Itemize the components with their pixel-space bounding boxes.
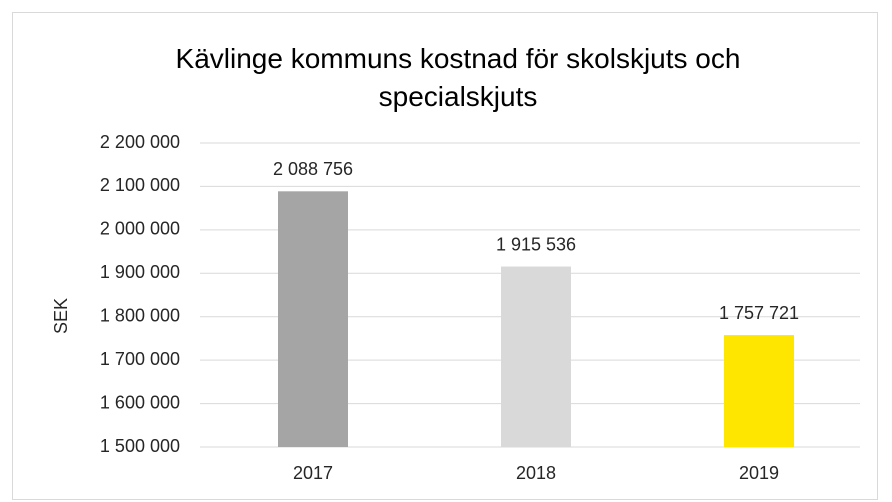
x-tick-label: 2019 (739, 463, 779, 483)
y-tick-label: 1 700 000 (100, 349, 180, 369)
chart-frame (12, 12, 878, 500)
data-label: 2 088 756 (273, 159, 353, 179)
x-tick-label: 2017 (293, 463, 333, 483)
x-tick-label: 2018 (516, 463, 556, 483)
chart-title: Kävlinge kommuns kostnad för skolskjuts … (175, 43, 741, 112)
y-tick-label: 2 200 000 (100, 132, 180, 152)
y-tick-label: 1 500 000 (100, 436, 180, 456)
data-label: 1 915 536 (496, 234, 576, 254)
bar (278, 191, 348, 447)
bar (501, 266, 571, 447)
y-tick-label: 2 100 000 (100, 175, 180, 195)
y-tick-label: 1 600 000 (100, 392, 180, 412)
y-tick-label: 1 800 000 (100, 305, 180, 325)
bar (724, 335, 794, 447)
data-label: 1 757 721 (719, 303, 799, 323)
y-tick-label: 1 900 000 (100, 262, 180, 282)
y-tick-label: 2 000 000 (100, 219, 180, 239)
y-axis-label: SEK (51, 298, 71, 334)
